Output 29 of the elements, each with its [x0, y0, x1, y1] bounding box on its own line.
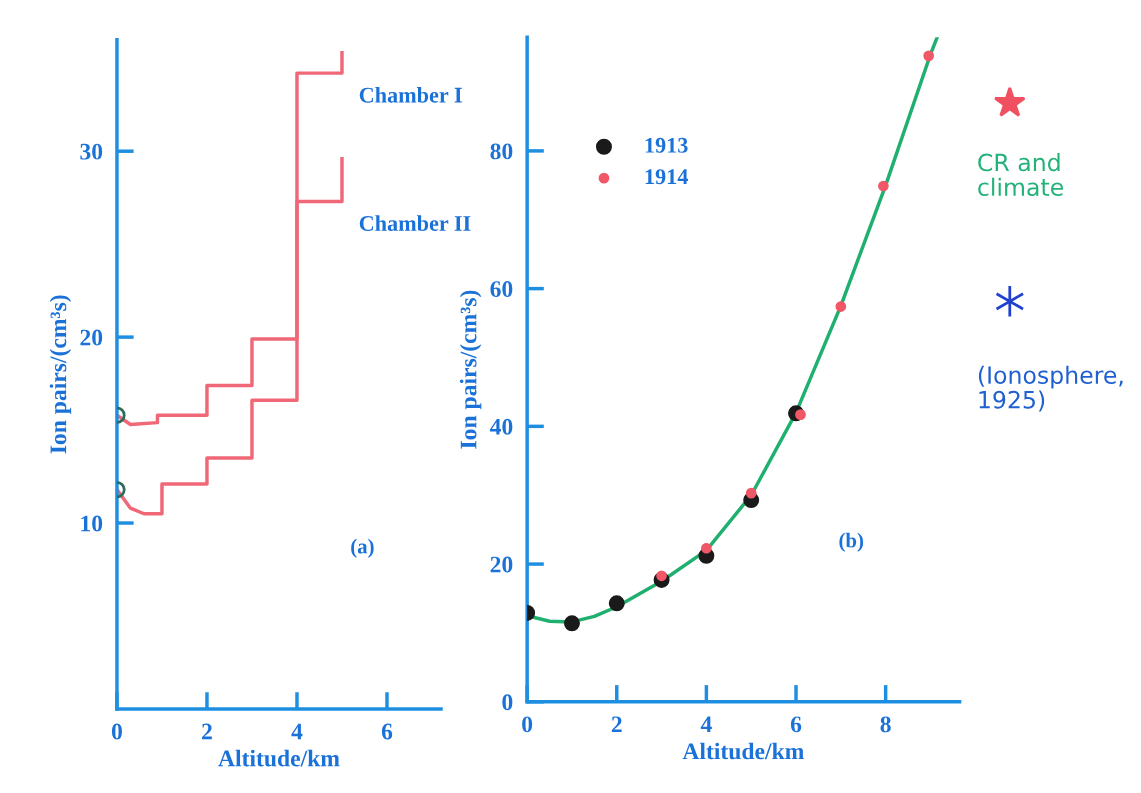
- x-tick-label: 6: [790, 716, 802, 733]
- y-tick-label: 30: [80, 143, 103, 160]
- series-label: Chamber I: [359, 87, 462, 103]
- y-tick-label: 60: [490, 281, 513, 298]
- y-tick-label: 20: [80, 329, 103, 346]
- text: (Ionosphere, 1925): [978, 365, 1123, 412]
- y-tick-label: 80: [490, 143, 513, 160]
- y-axis-title: Ion pairs/(cm³s): [49, 295, 72, 454]
- x-axis-title: Altitude/km: [682, 742, 804, 760]
- x-tick-label: 8: [880, 716, 891, 733]
- x-tick-label: 4: [700, 716, 712, 733]
- x-tick-label: 2: [202, 723, 212, 740]
- series-label: Chamber II: [359, 215, 471, 231]
- text: CR and climate: [978, 153, 1063, 196]
- y-tick-label: 20: [490, 556, 513, 573]
- x-tick-label: 2: [611, 716, 622, 733]
- x-tick-label: 0: [522, 716, 533, 733]
- y-axis-title: Ion pairs/(cm³s): [459, 290, 482, 449]
- y-tick-label: 40: [489, 418, 513, 435]
- x-tick-label: 4: [291, 723, 303, 740]
- legend-label: 1914: [645, 169, 688, 185]
- annotation: (a): [351, 538, 374, 558]
- annotation: (b): [839, 532, 864, 552]
- x-axis-title: Altitude/km: [218, 749, 340, 767]
- y-tick-label: 10: [81, 515, 103, 532]
- x-tick-label: 0: [111, 723, 122, 740]
- x-tick-label: 6: [381, 723, 393, 740]
- legend-label: 1913: [645, 137, 688, 153]
- y-tick-label: 0: [502, 694, 513, 711]
